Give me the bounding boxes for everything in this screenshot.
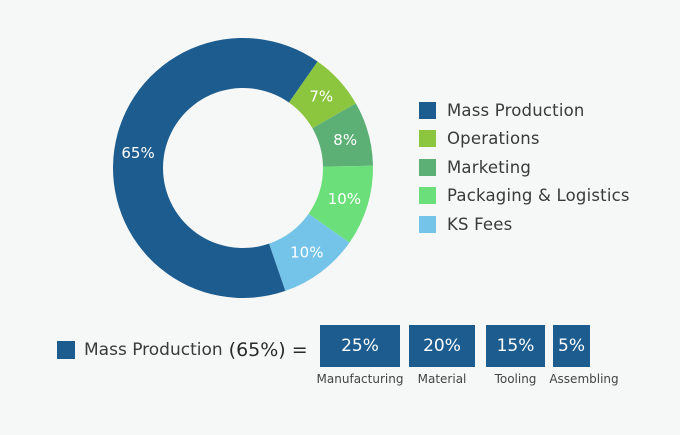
donut-data-label: 10% <box>328 190 361 208</box>
breakdown-category: Mass Production <box>84 340 223 360</box>
donut-slice-operations <box>288 61 356 129</box>
breakdown-caption-assembling: Assembling <box>549 372 619 386</box>
legend-item-operations: Operations <box>419 125 630 154</box>
breakdown-caption-tooling: Tooling <box>494 372 537 386</box>
legend-swatch <box>419 215 436 233</box>
donut-data-label: 65% <box>121 144 154 162</box>
donut-data-label: 10% <box>290 244 323 262</box>
donut-data-labels: 7% 8% 10% 10% 65% <box>121 88 361 262</box>
breakdown-equals: = <box>291 339 308 361</box>
breakdown-box-material: 20% <box>409 325 475 367</box>
legend-swatch <box>419 130 436 148</box>
legend-label: KS Fees <box>447 214 513 234</box>
donut-slice-ks-fees <box>269 213 350 291</box>
breakdown-caption-manufacturing: Manufacturing <box>316 372 404 386</box>
donut-data-label: 8% <box>333 131 357 149</box>
legend-item-marketing: Marketing <box>419 153 630 182</box>
legend: Mass Production Operations Marketing Pac… <box>419 96 630 239</box>
legend-swatch <box>419 101 436 119</box>
donut-slice-marketing <box>312 103 373 167</box>
breakdown-percent: (65%) <box>228 339 286 361</box>
legend-label: Operations <box>447 129 540 149</box>
legend-item-mass-production: Mass Production <box>419 96 630 125</box>
donut-slice-mass-production <box>112 38 318 298</box>
legend-swatch <box>419 158 436 176</box>
legend-swatch <box>419 187 436 205</box>
breakdown-box-assembling: 5% <box>553 325 590 367</box>
legend-item-ks-fees: KS Fees <box>419 210 630 239</box>
donut-slice-packaging-logistics <box>308 165 373 243</box>
breakdown-box-tooling: 15% <box>486 325 545 367</box>
breakdown-swatch <box>57 341 75 359</box>
donut-data-label: 7% <box>309 88 333 106</box>
mass-production-breakdown-label: Mass Production (65%) = <box>57 339 308 361</box>
breakdown-box-manufacturing: 25% <box>320 325 400 367</box>
legend-item-packaging-logistics: Packaging & Logistics <box>419 182 630 211</box>
donut-slices <box>112 38 373 298</box>
legend-label: Mass Production <box>447 100 585 120</box>
legend-label: Marketing <box>447 157 532 177</box>
breakdown-caption-material: Material <box>417 372 467 386</box>
legend-label: Packaging & Logistics <box>447 186 630 206</box>
